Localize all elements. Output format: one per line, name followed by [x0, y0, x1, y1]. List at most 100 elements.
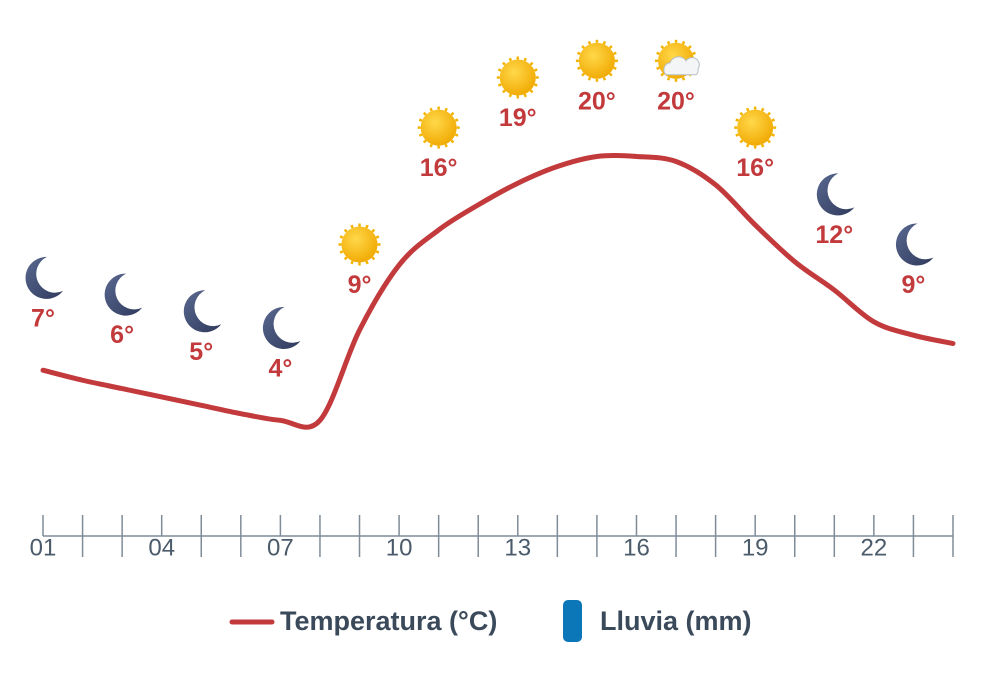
sun-ray [613, 66, 617, 70]
sun-ray [371, 228, 376, 233]
x-tick-label: 10 [386, 534, 413, 561]
sun-ray [581, 45, 586, 49]
cloud [663, 56, 700, 76]
sun-ray [735, 133, 740, 137]
sun-ray [602, 76, 607, 81]
sun-ray [581, 72, 586, 77]
sun-ray [375, 250, 380, 254]
sun-ray [666, 40, 671, 45]
value-label: 16° [420, 154, 458, 182]
sun-ray [497, 68, 502, 72]
sun-ray [365, 260, 369, 265]
sun-ray [444, 143, 448, 148]
x-tick-label: 07 [267, 534, 294, 561]
sun-ray [339, 235, 344, 239]
weather-point: 9° [338, 223, 381, 299]
sun-ray [577, 51, 581, 56]
sun-ray [745, 143, 750, 148]
sun-ray [660, 72, 665, 77]
value-label: 5° [189, 338, 213, 366]
sun-ray [523, 93, 527, 98]
weather-point: 9° [895, 223, 934, 299]
sun-ray [418, 133, 423, 137]
legend-label: Temperatura (°C) [280, 606, 497, 636]
sun-ray [343, 256, 348, 261]
weather-point: 4° [262, 306, 301, 383]
sun-ray [533, 68, 538, 72]
legend-label: Lluvia (mm) [600, 606, 752, 636]
sun-ray [602, 40, 607, 45]
sun-ray [450, 111, 455, 116]
sun-ray [660, 45, 665, 49]
sun-ray [613, 51, 617, 56]
sun-ray [608, 45, 613, 49]
weather-point: 7° [25, 256, 63, 333]
sun-ray [429, 143, 433, 148]
temperature-line [40, 153, 956, 430]
sun-ray [735, 118, 740, 122]
sun-ray [454, 133, 459, 137]
sun-ray [577, 66, 581, 70]
sun-ray [365, 224, 369, 229]
sun-ray [523, 57, 527, 62]
value-label: 9° [348, 271, 372, 299]
weather-point: 6° [104, 273, 143, 349]
sun-ray [687, 45, 692, 49]
sun-ray [371, 256, 376, 261]
weather-point: 12° [815, 173, 855, 249]
moon [25, 256, 63, 299]
sun-ray [608, 72, 613, 77]
sun-ray [771, 118, 776, 122]
x-tick-label: 13 [504, 534, 531, 561]
sun-ray [339, 250, 344, 254]
sun-ray [502, 61, 506, 66]
legend: Temperatura (°C) Lluvia (mm) [229, 600, 752, 642]
weather-point: 20° [575, 39, 618, 115]
weather-point: 5° [183, 290, 222, 366]
sun-ray [497, 83, 502, 87]
sun-ray [760, 143, 765, 148]
sun-ray [444, 107, 448, 112]
value-label: 4° [268, 355, 292, 383]
sun-ray [508, 93, 513, 98]
value-label: 12° [815, 221, 853, 249]
sun-ray [587, 40, 592, 45]
sun-ray [422, 111, 427, 116]
sun-ray [745, 107, 750, 112]
sun-ray [454, 118, 459, 122]
sun-ray [429, 107, 433, 112]
sun [341, 226, 378, 263]
x-tick-label: 01 [30, 534, 57, 561]
sun-ray [502, 89, 506, 94]
value-label: 6° [110, 321, 134, 349]
x-tick-label: 22 [861, 534, 888, 561]
x-tick-label: 04 [148, 534, 175, 561]
x-tick-label: 16 [623, 534, 650, 561]
sun-ray [739, 139, 744, 144]
weather-point: 16° [417, 106, 460, 182]
legend-swatch [563, 600, 582, 642]
value-label: 7° [31, 305, 55, 333]
sun-ray [767, 139, 771, 144]
sun [578, 42, 615, 79]
sun-ray [666, 76, 671, 81]
sun-ray [681, 76, 686, 81]
sun-ray [533, 83, 538, 87]
sun-ray [450, 139, 455, 144]
sun-ray [656, 51, 660, 56]
sun-ray [767, 111, 771, 116]
sun-ray [656, 66, 660, 70]
sun-ray [739, 111, 744, 116]
sun-ray [350, 224, 354, 229]
value-label: 9° [901, 271, 925, 299]
moon [895, 223, 934, 266]
value-label: 16° [736, 154, 774, 182]
sun-ray [350, 260, 354, 265]
sun-ray [375, 235, 380, 239]
sun-ray [418, 118, 423, 122]
moon [816, 173, 855, 216]
sun-ray [771, 133, 776, 137]
moon [262, 306, 301, 349]
weather-point: 16° [734, 106, 777, 182]
